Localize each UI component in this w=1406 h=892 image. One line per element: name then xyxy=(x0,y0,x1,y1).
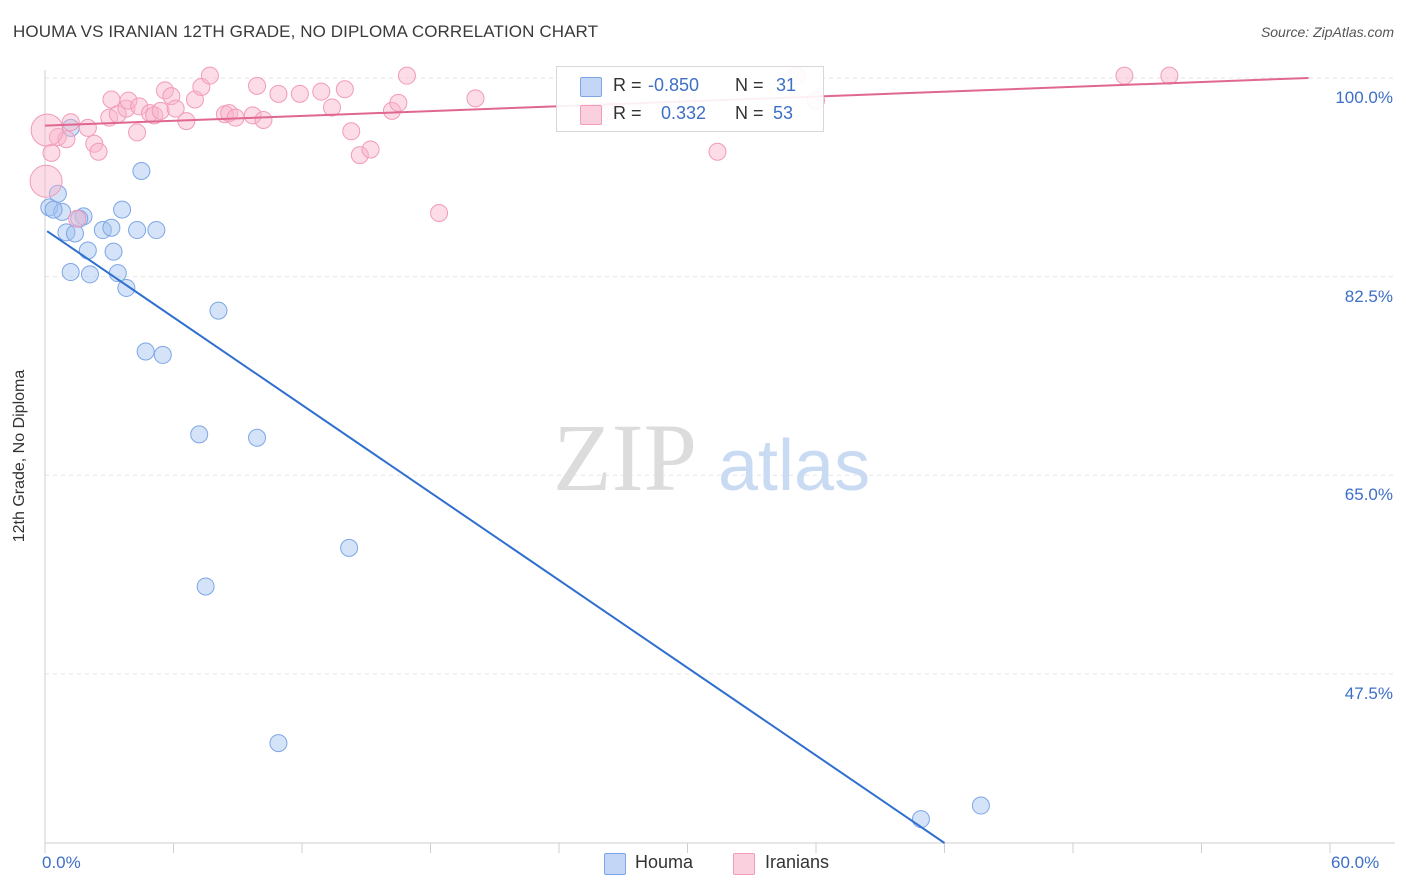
iranians-point xyxy=(220,104,239,123)
iranians-point xyxy=(61,113,80,132)
iranians-point xyxy=(29,164,63,198)
houma-point xyxy=(190,425,209,444)
legend-n-value: 31 xyxy=(776,75,797,95)
legend-n-label: N = xyxy=(735,103,764,123)
houma-point xyxy=(132,162,151,181)
iranians-point xyxy=(342,122,361,141)
iranians-point xyxy=(350,146,369,165)
houma-point xyxy=(196,577,215,596)
houma-point xyxy=(102,218,121,237)
iranians-point xyxy=(30,113,64,147)
legend-r-label: R = xyxy=(613,75,642,95)
iranians-point xyxy=(243,106,262,125)
houma-legend-swatch-icon xyxy=(604,853,626,875)
watermark-zip: ZIP xyxy=(553,404,697,511)
legend-r-value: 0.332 xyxy=(661,103,707,123)
iranians-point xyxy=(89,142,108,161)
iranians-point xyxy=(248,76,267,95)
iranians-point xyxy=(68,209,87,228)
legend-n-value: 53 xyxy=(773,103,794,123)
iranians-point xyxy=(200,66,219,85)
iranians-point xyxy=(290,84,309,103)
houma-swatch-icon xyxy=(580,77,602,97)
legend-row-iranians: R = 0.332 N = 53 xyxy=(557,101,823,129)
houma-point xyxy=(78,241,97,260)
iranians-point xyxy=(151,101,170,120)
iranians-point xyxy=(166,99,185,118)
houma-point xyxy=(104,242,123,261)
iranians-point xyxy=(145,106,164,125)
iranians-point xyxy=(254,110,273,129)
iranians-point xyxy=(335,80,354,99)
iranians-point xyxy=(119,91,138,110)
houma-point xyxy=(44,200,63,219)
x-tick-label-max: 60.0% xyxy=(1331,853,1380,872)
iranians-point xyxy=(42,143,61,162)
houma-point xyxy=(269,734,288,753)
y-tick-label: 47.5% xyxy=(1344,683,1393,703)
watermark-atlas: atlas xyxy=(718,426,870,506)
houma-point xyxy=(61,263,80,282)
iranians-point xyxy=(708,142,727,161)
iranians-point xyxy=(389,93,408,112)
iranians-legend-swatch-icon xyxy=(733,853,755,875)
houma-trend-line xyxy=(46,230,946,844)
iranians-legend-label: Iranians xyxy=(765,852,830,872)
chart-title: HOUMA VS IRANIAN 12TH GRADE, NO DIPLOMA … xyxy=(13,22,599,41)
y-tick-label: 65.0% xyxy=(1344,485,1393,505)
iranians-point xyxy=(130,97,149,116)
iranians-point xyxy=(397,66,416,85)
y-tick-label: 82.5% xyxy=(1344,286,1393,306)
houma-point xyxy=(911,810,930,829)
houma-point xyxy=(80,265,99,284)
iranians-point xyxy=(361,140,380,159)
houma-point xyxy=(117,278,136,297)
houma-point xyxy=(971,796,990,815)
houma-point xyxy=(128,221,147,240)
legend-n-label: N = xyxy=(735,75,764,95)
houma-point xyxy=(147,221,166,240)
iranians-point xyxy=(78,118,97,137)
correlation-legend: R = -0.850 N = 31 R = 0.332 N = 53 xyxy=(556,66,824,132)
legend-row-houma: R = -0.850 N = 31 xyxy=(557,73,823,101)
iranians-point xyxy=(269,84,288,103)
source-label: Source: ZipAtlas.com xyxy=(1260,24,1394,40)
iranians-point xyxy=(1115,66,1134,85)
iranians-point xyxy=(128,123,147,142)
houma-point xyxy=(248,428,267,447)
houma-point xyxy=(209,301,228,320)
houma-point xyxy=(113,200,132,219)
iranians-swatch-icon xyxy=(580,105,602,125)
y-tick-label: 100.0% xyxy=(1335,87,1393,107)
houma-point xyxy=(136,342,155,361)
iranians-point xyxy=(1160,66,1179,85)
legend-r-label: R = xyxy=(613,103,642,123)
iranians-point xyxy=(430,204,449,223)
houma-point xyxy=(153,345,172,364)
houma-point xyxy=(65,224,84,243)
iranians-point xyxy=(312,82,331,101)
houma-legend-label: Houma xyxy=(635,852,694,872)
houma-point xyxy=(340,538,359,557)
iranians-point xyxy=(322,98,341,117)
x-tick-label-min: 0.0% xyxy=(42,853,81,872)
iranians-point xyxy=(466,89,485,108)
legend-r-value: -0.850 xyxy=(648,75,700,95)
